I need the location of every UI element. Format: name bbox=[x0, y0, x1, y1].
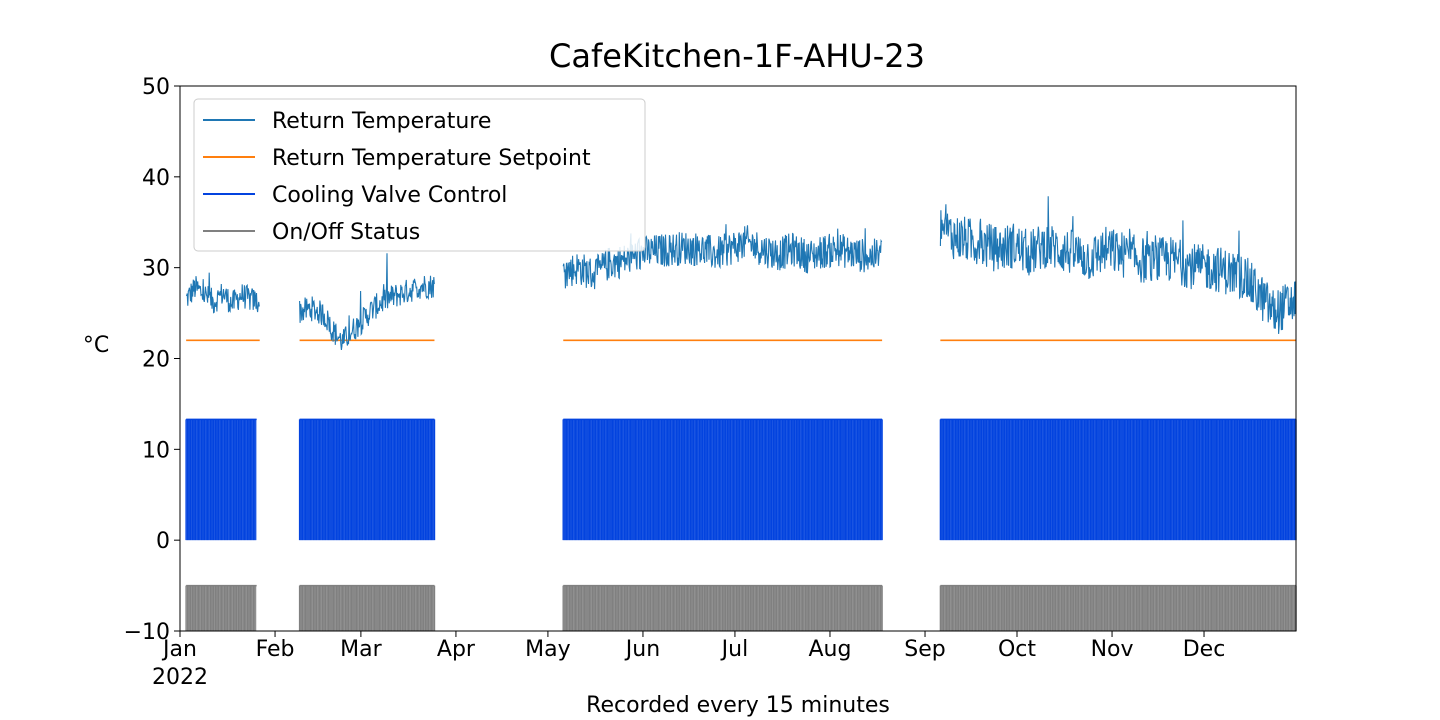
x-axis: Jan Feb Mar Apr May Jun Jul Aug Sep Oct Nov Dec bbox=[161, 631, 1225, 662]
y-tick-label: 40 bbox=[142, 166, 170, 191]
legend-box bbox=[193, 98, 646, 252]
series-pulses bbox=[562, 585, 883, 631]
series-cooling-valve-control bbox=[185, 418, 1297, 541]
x-tick-label: Nov bbox=[1091, 637, 1134, 662]
y-tick-label: 50 bbox=[142, 75, 170, 100]
x-year-label: 2022 bbox=[152, 665, 208, 690]
x-tick-label: Apr bbox=[437, 637, 476, 662]
legend: Return Temperature Return Temperature Set… bbox=[193, 98, 646, 252]
legend-label-return-temperature-setpoint: Return Temperature Setpoint bbox=[272, 146, 591, 171]
series-line bbox=[299, 253, 435, 350]
legend-label-return-temperature: Return Temperature bbox=[272, 109, 491, 134]
x-tick-label: Mar bbox=[340, 637, 382, 662]
legend-label-on-off-status: On/Off Status bbox=[272, 220, 420, 245]
x-tick-label: Jan bbox=[161, 637, 197, 662]
x-tick-label: Jun bbox=[624, 637, 660, 662]
plot-series bbox=[185, 196, 1297, 631]
x-axis-label: Recorded every 15 minutes bbox=[586, 693, 890, 718]
x-tick-label: Feb bbox=[256, 637, 295, 662]
y-tick-label: 10 bbox=[142, 438, 170, 463]
series-pulses bbox=[939, 419, 1297, 541]
series-pulses bbox=[185, 585, 256, 631]
y-tick-label: 20 bbox=[142, 348, 170, 373]
y-axis-label: °C bbox=[83, 333, 109, 358]
series-pulses bbox=[185, 419, 256, 541]
x-tick-label: May bbox=[525, 637, 570, 662]
x-tick-label: Sep bbox=[904, 637, 945, 662]
legend-label-cooling-valve-control: Cooling Valve Control bbox=[272, 183, 507, 208]
x-tick-label: Oct bbox=[998, 637, 1036, 662]
x-tick-label: Jul bbox=[720, 637, 749, 662]
y-tick-label: 30 bbox=[142, 257, 170, 282]
series-on-off-status bbox=[185, 584, 1297, 631]
chart-title: CafeKitchen-1F-AHU-23 bbox=[549, 37, 925, 75]
x-tick-label: Dec bbox=[1183, 637, 1226, 662]
series-pulses bbox=[298, 585, 436, 631]
series-line bbox=[939, 196, 1297, 334]
y-axis: −10 0 10 20 30 40 50 bbox=[124, 75, 180, 645]
y-tick-label: 0 bbox=[156, 529, 170, 554]
series-return-temperature bbox=[186, 196, 1297, 350]
y-tick-label: −10 bbox=[124, 620, 170, 645]
series-pulses bbox=[939, 585, 1297, 631]
x-tick-label: Aug bbox=[808, 637, 851, 662]
series-line bbox=[186, 272, 260, 314]
series-line bbox=[562, 224, 883, 290]
series-pulses bbox=[298, 419, 436, 541]
series-pulses bbox=[562, 419, 883, 541]
